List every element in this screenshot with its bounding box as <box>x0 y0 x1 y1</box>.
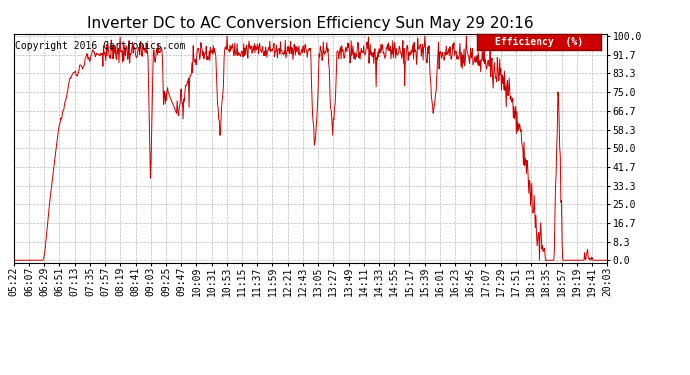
Title: Inverter DC to AC Conversion Efficiency Sun May 29 20:16: Inverter DC to AC Conversion Efficiency … <box>87 16 534 31</box>
Text: Copyright 2016 Cartronics.com: Copyright 2016 Cartronics.com <box>15 40 186 51</box>
